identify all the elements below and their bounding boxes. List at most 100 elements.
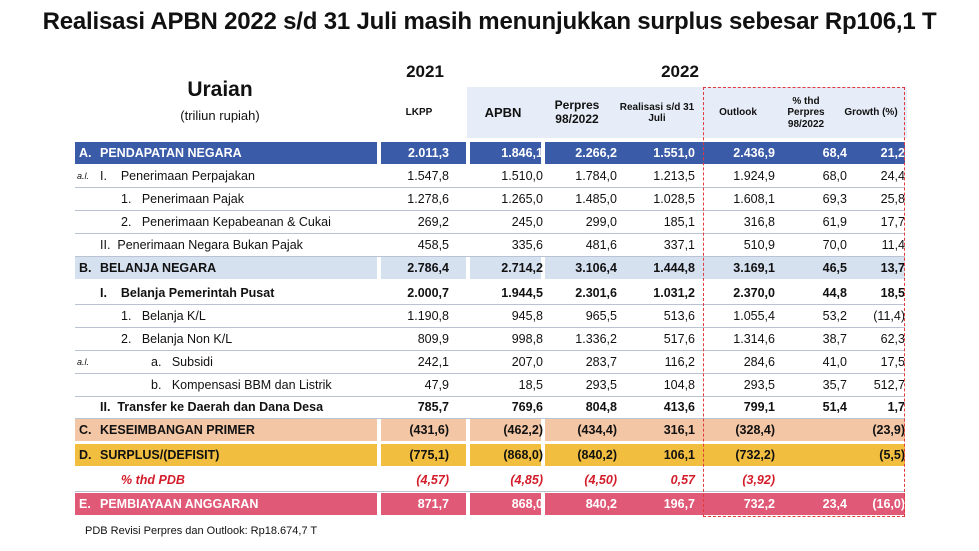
- band-c: [75, 419, 905, 441]
- row-separator: [75, 187, 905, 188]
- cell-col-1: 1.265,0: [501, 192, 543, 206]
- table-row: C. KESEIMBANGAN PRIMER (431,6) (462,2) (434,…: [75, 419, 905, 441]
- cell-col-2: 481,6: [585, 238, 617, 252]
- cell-col-6: (23,9): [872, 423, 905, 437]
- cell-col-3: 337,1: [663, 238, 695, 252]
- cell-col-0: 458,5: [417, 238, 449, 252]
- cell-col-2: 1.336,2: [575, 332, 617, 346]
- band-b: [75, 257, 905, 279]
- cell-col-3: 1.444,8: [653, 261, 695, 275]
- col-pct-perpres: % thd Perpres 98/2022: [787, 95, 825, 130]
- cell-col-4: 316,8: [743, 215, 775, 229]
- uraian-heading: Uraian: [187, 78, 253, 101]
- cell-col-4: 2.370,0: [733, 286, 775, 300]
- cell-col-2: 840,2: [585, 497, 617, 511]
- cell-col-5: 23,4: [822, 497, 847, 511]
- row-separator: [75, 350, 905, 351]
- cell-col-2: 1.784,0: [575, 169, 617, 183]
- cell-col-0: (775,1): [409, 448, 449, 462]
- cell-col-0: 47,9: [424, 378, 449, 392]
- cell-col-3: 116,2: [664, 355, 695, 369]
- row-prefix: D.: [79, 448, 92, 462]
- cell-col-4: 2.436,9: [733, 146, 775, 160]
- cell-col-5: 35,7: [822, 378, 847, 392]
- cell-col-5: 70,0: [822, 238, 847, 252]
- year-2022-heading: 2022: [661, 62, 699, 81]
- row-separator: [75, 396, 905, 397]
- cell-col-5: [787, 469, 847, 491]
- cell-col-0: (431,6): [409, 423, 449, 437]
- cell-col-6: (11,4): [873, 309, 905, 323]
- cell-col-4: (328,4): [735, 423, 775, 437]
- cell-col-1: 998,8: [511, 332, 543, 346]
- cell-col-6: 17,7: [880, 215, 905, 229]
- table-row: II. Penerimaan Negara Bukan Pajak 458,5 33…: [75, 234, 905, 256]
- table-row: 2. Penerimaan Kepabeanan & Cukai 269,2 245…: [75, 211, 905, 233]
- table-row: I. Belanja Pemerintah Pusat 2.000,7 1.944,…: [75, 282, 905, 304]
- row-separator: [75, 491, 905, 492]
- cell-col-2: 1.485,0: [575, 192, 617, 206]
- cell-col-3: 0,57: [670, 473, 695, 487]
- row-label: KESEIMBANGAN PRIMER: [100, 423, 255, 437]
- row-label: I. Belanja Pemerintah Pusat: [100, 286, 275, 300]
- cell-col-3: 106,1: [663, 448, 695, 462]
- col-perpres: Perpres 98/2022: [554, 98, 600, 126]
- row-prefix: a.l.: [77, 171, 90, 181]
- cell-col-3: 1.213,5: [653, 169, 695, 183]
- row-label: 1. Belanja K/L: [121, 309, 206, 323]
- cell-col-1: 868,0: [511, 497, 543, 511]
- cell-col-0: (4,57): [416, 473, 449, 487]
- col-realisasi: Realisasi s/d 31 Juli: [619, 101, 695, 125]
- row-label: b. Kompensasi BBM dan Listrik: [151, 378, 332, 392]
- cell-col-6: [853, 469, 905, 491]
- cell-col-5: 44,8: [822, 286, 847, 300]
- cell-col-1: 945,8: [511, 309, 543, 323]
- cell-col-1: (4,85): [510, 473, 543, 487]
- cell-col-2: 293,5: [585, 378, 617, 392]
- cell-col-2: 804,8: [585, 400, 617, 414]
- cell-col-3: 196,7: [663, 497, 695, 511]
- row-label: a. Subsidi: [151, 355, 213, 369]
- row-prefix: C.: [79, 423, 92, 437]
- cell-col-4: (732,2): [735, 448, 775, 462]
- year-2021-heading: 2021: [406, 62, 444, 81]
- row-separator: [75, 418, 905, 419]
- cell-col-6: 1,7: [887, 400, 905, 414]
- cell-col-5: 68,0: [822, 169, 847, 183]
- cell-col-4: 799,1: [743, 400, 775, 414]
- page-title: Realisasi APBN 2022 s/d 31 Juli masih me…: [42, 8, 937, 35]
- row-label: % thd PDB: [121, 473, 185, 487]
- col-lkpp: LKPP: [405, 107, 433, 119]
- cell-col-3: 1.551,0: [653, 146, 695, 160]
- table-row: % thd PDB (4,57) (4,85) (4,50) 0,57 (3,92): [75, 469, 905, 491]
- cell-col-5: 69,3: [822, 192, 847, 206]
- cell-col-6: 17,5: [880, 355, 905, 369]
- cell-col-0: 809,9: [417, 332, 449, 346]
- cell-col-3: 1.031,2: [653, 286, 695, 300]
- cell-col-0: 1.547,8: [407, 169, 449, 183]
- cell-col-5: 61,9: [822, 215, 847, 229]
- cell-col-6: 18,5: [880, 286, 905, 300]
- cell-col-4: 510,9: [743, 238, 775, 252]
- table-row: B. BELANJA NEGARA 2.786,4 2.714,2 3.106,4 1.4…: [75, 257, 905, 279]
- cell-col-0: 2.786,4: [407, 261, 449, 275]
- table-row: A. PENDAPATAN NEGARA 2.011,3 1.846,1 2.266,2…: [75, 142, 905, 164]
- cell-col-6: 24,4: [880, 169, 905, 183]
- cell-col-5: [787, 444, 847, 466]
- cell-col-6: 13,7: [880, 261, 905, 275]
- row-separator: [75, 304, 905, 305]
- cell-col-1: 207,0: [511, 355, 543, 369]
- row-label: PENDAPATAN NEGARA: [100, 146, 242, 160]
- row-label: PEMBIAYAAN ANGGARAN: [100, 497, 259, 511]
- row-label: 1. Penerimaan Pajak: [121, 192, 244, 206]
- cell-col-5: 38,7: [822, 332, 847, 346]
- cell-col-4: 1.055,4: [733, 309, 775, 323]
- cell-col-0: 785,7: [417, 400, 449, 414]
- cell-col-0: 1.278,6: [407, 192, 449, 206]
- row-label: 2. Penerimaan Kepabeanan & Cukai: [121, 215, 331, 229]
- col-outlook: Outlook: [719, 107, 757, 119]
- cell-col-0: 269,2: [417, 215, 449, 229]
- cell-col-5: 53,2: [822, 309, 847, 323]
- cell-col-5: 68,4: [822, 146, 847, 160]
- cell-col-2: 3.106,4: [575, 261, 617, 275]
